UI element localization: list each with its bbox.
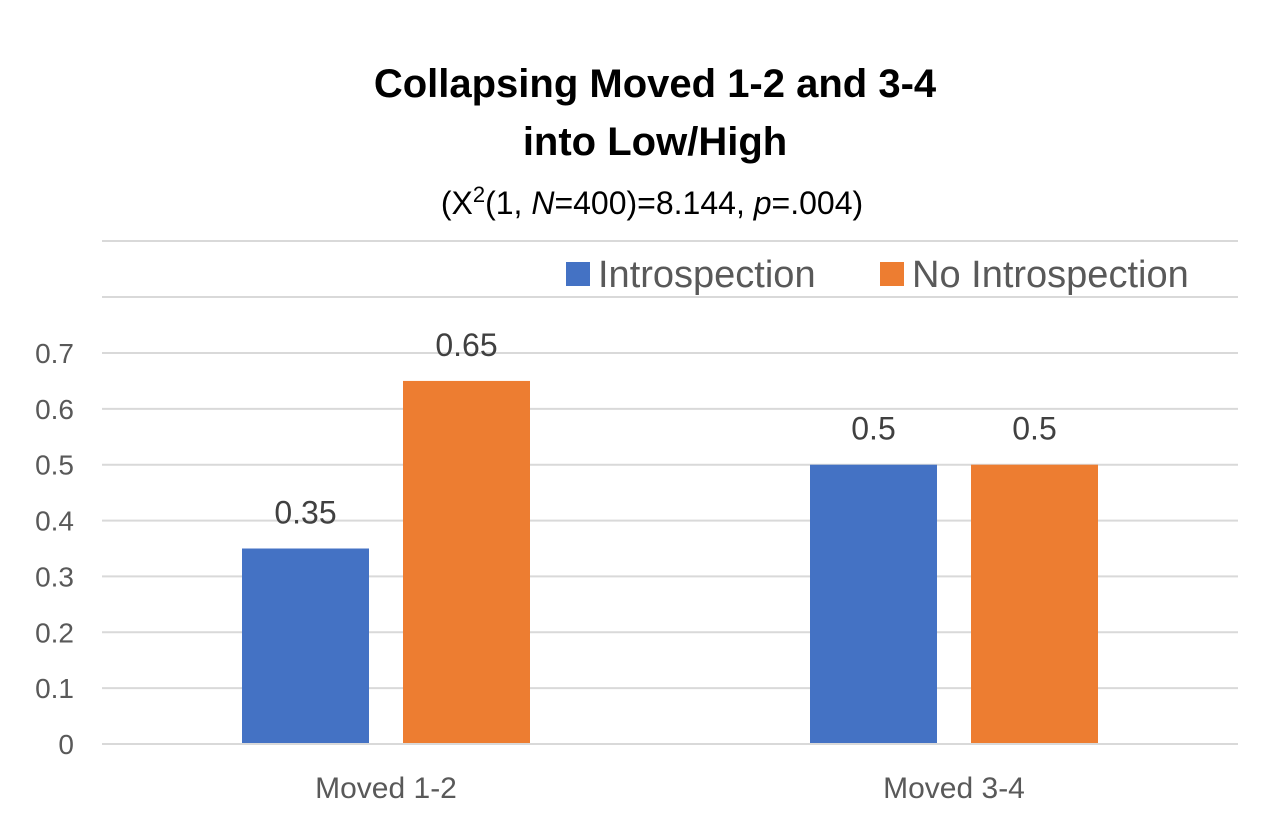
y-tick-label: 0.3 <box>35 561 74 592</box>
y-axis-ticks: 0 0.1 0.2 0.3 0.4 0.5 0.6 0.7 <box>35 338 74 760</box>
x-category-label: Moved 3-4 <box>883 772 1025 805</box>
data-label-introspection-2: 0.5 <box>851 411 895 447</box>
chart-title: Collapsing Moved 1-2 and 3-4 into Low/Hi… <box>374 62 937 164</box>
y-tick-label: 0.6 <box>35 394 74 425</box>
x-category-label: Moved 1-2 <box>315 772 457 805</box>
legend-label-introspection: Introspection <box>598 254 816 296</box>
y-tick-label: 0.1 <box>35 673 74 704</box>
bars <box>242 380 1098 744</box>
legend-swatch-introspection <box>566 262 590 286</box>
x-axis-categories: Moved 1-2 Moved 3-4 <box>315 772 1025 805</box>
bar-introspection-2 <box>810 464 937 744</box>
legend: Introspection No Introspection <box>566 254 1189 296</box>
legend-swatch-no-introspection <box>880 262 904 286</box>
y-tick-label: 0.5 <box>35 450 74 481</box>
legend-label-no-introspection: No Introspection <box>912 254 1189 296</box>
chart-subtitle: (X2(1, N=400)=8.144, p=.004) <box>441 182 863 221</box>
y-tick-label: 0.4 <box>35 506 74 537</box>
bar-introspection-1 <box>242 548 369 744</box>
y-tick-label: 0 <box>58 729 74 760</box>
y-tick-label: 0.7 <box>35 338 74 369</box>
data-label-no-introspection-2: 0.5 <box>1012 411 1056 447</box>
y-tick-label: 0.2 <box>35 617 74 648</box>
chart-title-line-2: into Low/High <box>523 120 787 164</box>
data-labels: 0.35 0.65 0.5 0.5 <box>274 327 1056 531</box>
data-label-no-introspection-1: 0.65 <box>435 327 497 363</box>
bar-no-introspection-2 <box>971 464 1098 744</box>
data-label-introspection-1: 0.35 <box>274 495 336 531</box>
bar-no-introspection-1 <box>403 380 530 744</box>
chart-title-line-1: Collapsing Moved 1-2 and 3-4 <box>374 62 937 106</box>
